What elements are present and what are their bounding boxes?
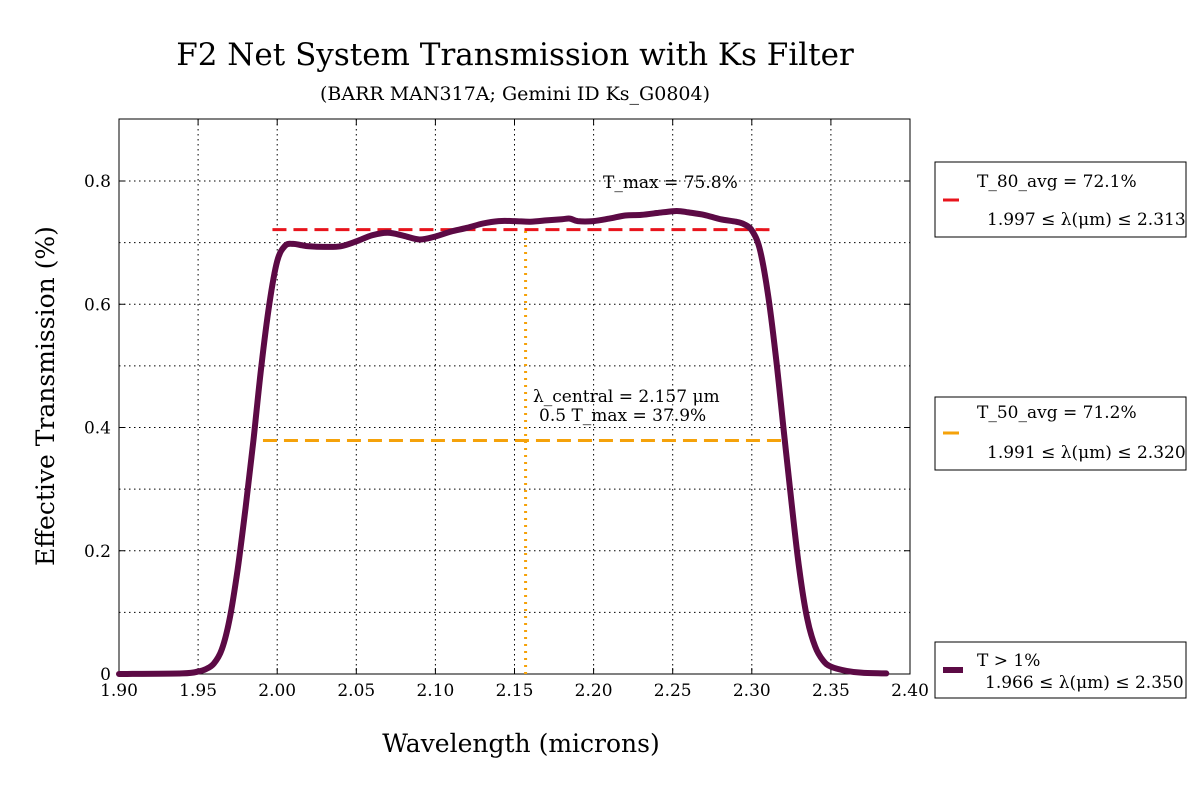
legend-t1: T > 1% 1.966 ≤ λ(μm) ≤ 2.350: [934, 641, 1187, 699]
legend-label-t50: T_50_avg = 71.2%: [977, 403, 1137, 423]
y-tick-label: 0.4: [84, 419, 111, 439]
x-tick-label: 2.20: [575, 681, 613, 701]
y-tick-label: 0.6: [84, 295, 111, 315]
series-line-transmission: [116, 208, 890, 677]
plot-frame: [118, 118, 911, 675]
x-tick-label: 2.25: [654, 681, 692, 701]
x-tick-label: 1.95: [179, 681, 217, 701]
legend-label-t80: T_80_avg = 72.1%: [977, 172, 1137, 192]
y-tick-label: 0.2: [84, 542, 111, 562]
legend-t50: T_50_avg = 71.2% 1.991 ≤ λ(μm) ≤ 2.320: [934, 396, 1187, 471]
legend-range-t1: 1.966 ≤ λ(μm) ≤ 2.350: [985, 673, 1184, 693]
legend-label-t1: T > 1%: [977, 651, 1040, 671]
y-tick-label: 0: [100, 665, 111, 685]
x-tick-label: 2.30: [733, 681, 771, 701]
legend-range-t80: 1.997 ≤ λ(μm) ≤ 2.313: [987, 210, 1186, 230]
chart-subtitle: (BARR MAN317A; Gemini ID Ks_G0804): [320, 83, 710, 105]
x-tick-label: 2.05: [337, 681, 375, 701]
series-group: [116, 208, 890, 677]
legend-box-t50: [934, 396, 1187, 471]
plot-area: 1.90 1.95 2.00 2.05 2.10 2.15 2.20 2.25 2.30 2.35…: [84, 118, 929, 701]
chart-title: F2 Net System Transmission with Ks Filte…: [176, 37, 854, 73]
x-tick-label: 2.15: [496, 681, 534, 701]
x-tick-label: 2.40: [891, 681, 929, 701]
x-tick-label: 2.00: [258, 681, 296, 701]
y-tick-label: 0.8: [84, 172, 111, 192]
legend-range-t50: 1.991 ≤ λ(μm) ≤ 2.320: [987, 443, 1186, 463]
x-tick-label: 2.35: [812, 681, 850, 701]
annotation-lambda-central: λ_central = 2.157 μm: [533, 387, 720, 407]
x-tick-label: 2.10: [416, 681, 454, 701]
x-tick-label: 1.90: [100, 681, 138, 701]
legend-t80: T_80_avg = 72.1% 1.997 ≤ λ(μm) ≤ 2.313: [934, 161, 1187, 238]
legend-box-t80: [934, 161, 1187, 238]
annotation-half-tmax: 0.5 T_max = 37.9%: [539, 406, 706, 426]
grid-lines: [119, 119, 910, 674]
axis-ticks: 1.90 1.95 2.00 2.05 2.10 2.15 2.20 2.25 2.30 2.35…: [84, 119, 929, 701]
y-axis-label: Effective Transmission (%): [31, 226, 60, 566]
legend-box-t1: [934, 641, 1187, 699]
x-axis-label: Wavelength (microns): [382, 729, 659, 758]
annotation-tmax: T_max = 75.8%: [603, 173, 738, 193]
reference-lines: [262, 228, 784, 674]
